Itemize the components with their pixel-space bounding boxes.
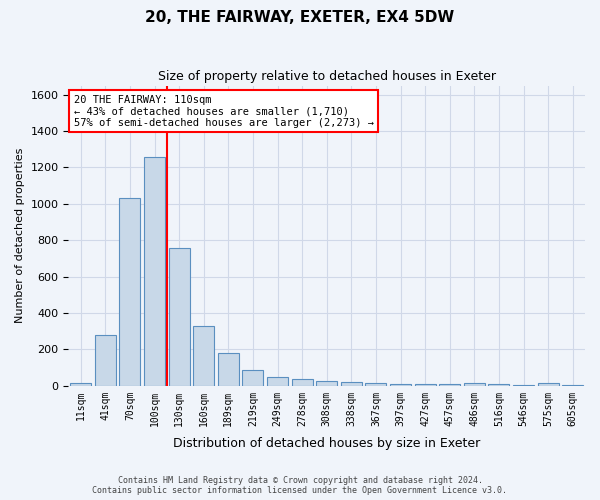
Bar (267, 376, 288, 386)
Text: Contains HM Land Registry data © Crown copyright and database right 2024.
Contai: Contains HM Land Registry data © Crown c… (92, 476, 508, 495)
Y-axis label: Number of detached properties: Number of detached properties (15, 148, 25, 324)
Bar (538, 383, 559, 386)
Bar (316, 381, 337, 386)
Bar (292, 379, 313, 386)
Bar (70, 383, 91, 386)
Bar (144, 158, 165, 386)
Title: Size of property relative to detached houses in Exeter: Size of property relative to detached ho… (158, 70, 496, 83)
Text: 20, THE FAIRWAY, EXETER, EX4 5DW: 20, THE FAIRWAY, EXETER, EX4 5DW (145, 10, 455, 25)
Bar (415, 384, 436, 386)
Bar (464, 383, 485, 386)
Bar (169, 248, 190, 386)
Bar (119, 198, 140, 386)
Bar (562, 385, 583, 386)
Bar (193, 326, 214, 386)
Bar (341, 382, 362, 386)
Bar (439, 384, 460, 386)
X-axis label: Distribution of detached houses by size in Exeter: Distribution of detached houses by size … (173, 437, 481, 450)
Bar (390, 384, 411, 386)
Bar (242, 370, 263, 386)
Bar (95, 335, 116, 386)
Bar (365, 383, 386, 386)
Bar (488, 384, 509, 386)
Text: 20 THE FAIRWAY: 110sqm
← 43% of detached houses are smaller (1,710)
57% of semi-: 20 THE FAIRWAY: 110sqm ← 43% of detached… (74, 94, 374, 128)
Bar (218, 353, 239, 386)
Bar (513, 385, 534, 386)
